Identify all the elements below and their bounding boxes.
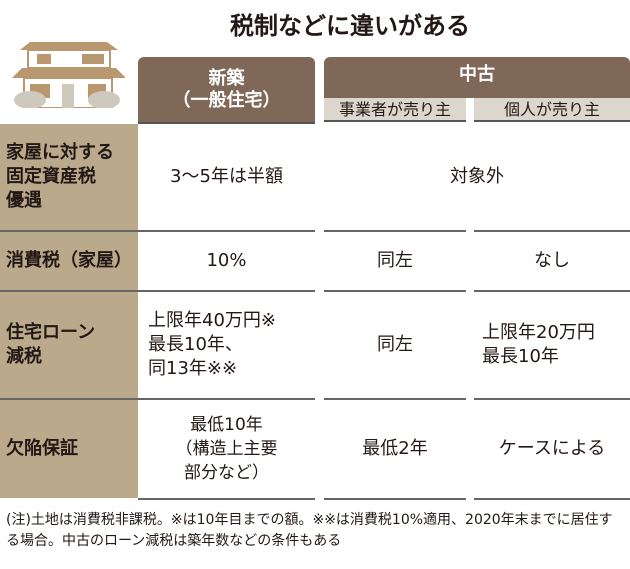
column-header-used-business: 事業者が売り主 — [324, 98, 466, 122]
row-divider — [138, 498, 630, 500]
cell-new-defect-warranty: 最低10年 （構造上主要 部分など） — [175, 415, 278, 483]
column-header-new: 新築 （一般住宅） — [138, 57, 315, 124]
row-divider — [0, 230, 630, 232]
row-divider — [0, 290, 630, 292]
row-label-consumption-tax: 消費税（家屋） — [0, 232, 138, 290]
cell-individual-defect-warranty: ケースによる — [498, 438, 606, 459]
cell-new-loan-deduction: 上限年40万円※ 最長10年、 同13年※※ — [148, 310, 276, 379]
cell-new-consumption-tax: 10% — [206, 250, 247, 271]
row-label-property-tax: 家屋に対する 固定資産税 優遇 — [0, 124, 138, 230]
column-header-used: 中古 — [324, 57, 630, 98]
cell-business-defect-warranty: 最低2年 — [362, 438, 428, 459]
cell-business-consumption-tax: 同左 — [377, 250, 413, 271]
cell-business-loan-deduction: 同左 — [377, 334, 413, 355]
cell-individual-loan-deduction: 上限年20万円 最長10年 — [482, 322, 595, 367]
row-label-loan-deduction: 住宅ローン 減税 — [0, 292, 138, 398]
cell-individual-consumption-tax: なし — [534, 250, 570, 271]
cell-used-property-tax: 対象外 — [450, 166, 504, 187]
cell-new-property-tax: 3〜5年は半額 — [170, 166, 283, 187]
column-header-used-individual: 個人が売り主 — [474, 98, 630, 122]
house-icon — [12, 42, 125, 108]
page-title: 税制などに違いがある — [230, 12, 470, 40]
row-divider — [0, 398, 630, 400]
footnote: (注)土地は消費税非課税。※は10年目までの額。※※は消費税10%適用、2020… — [6, 512, 613, 549]
row-label-defect-warranty: 欠陥保証 — [0, 400, 138, 498]
